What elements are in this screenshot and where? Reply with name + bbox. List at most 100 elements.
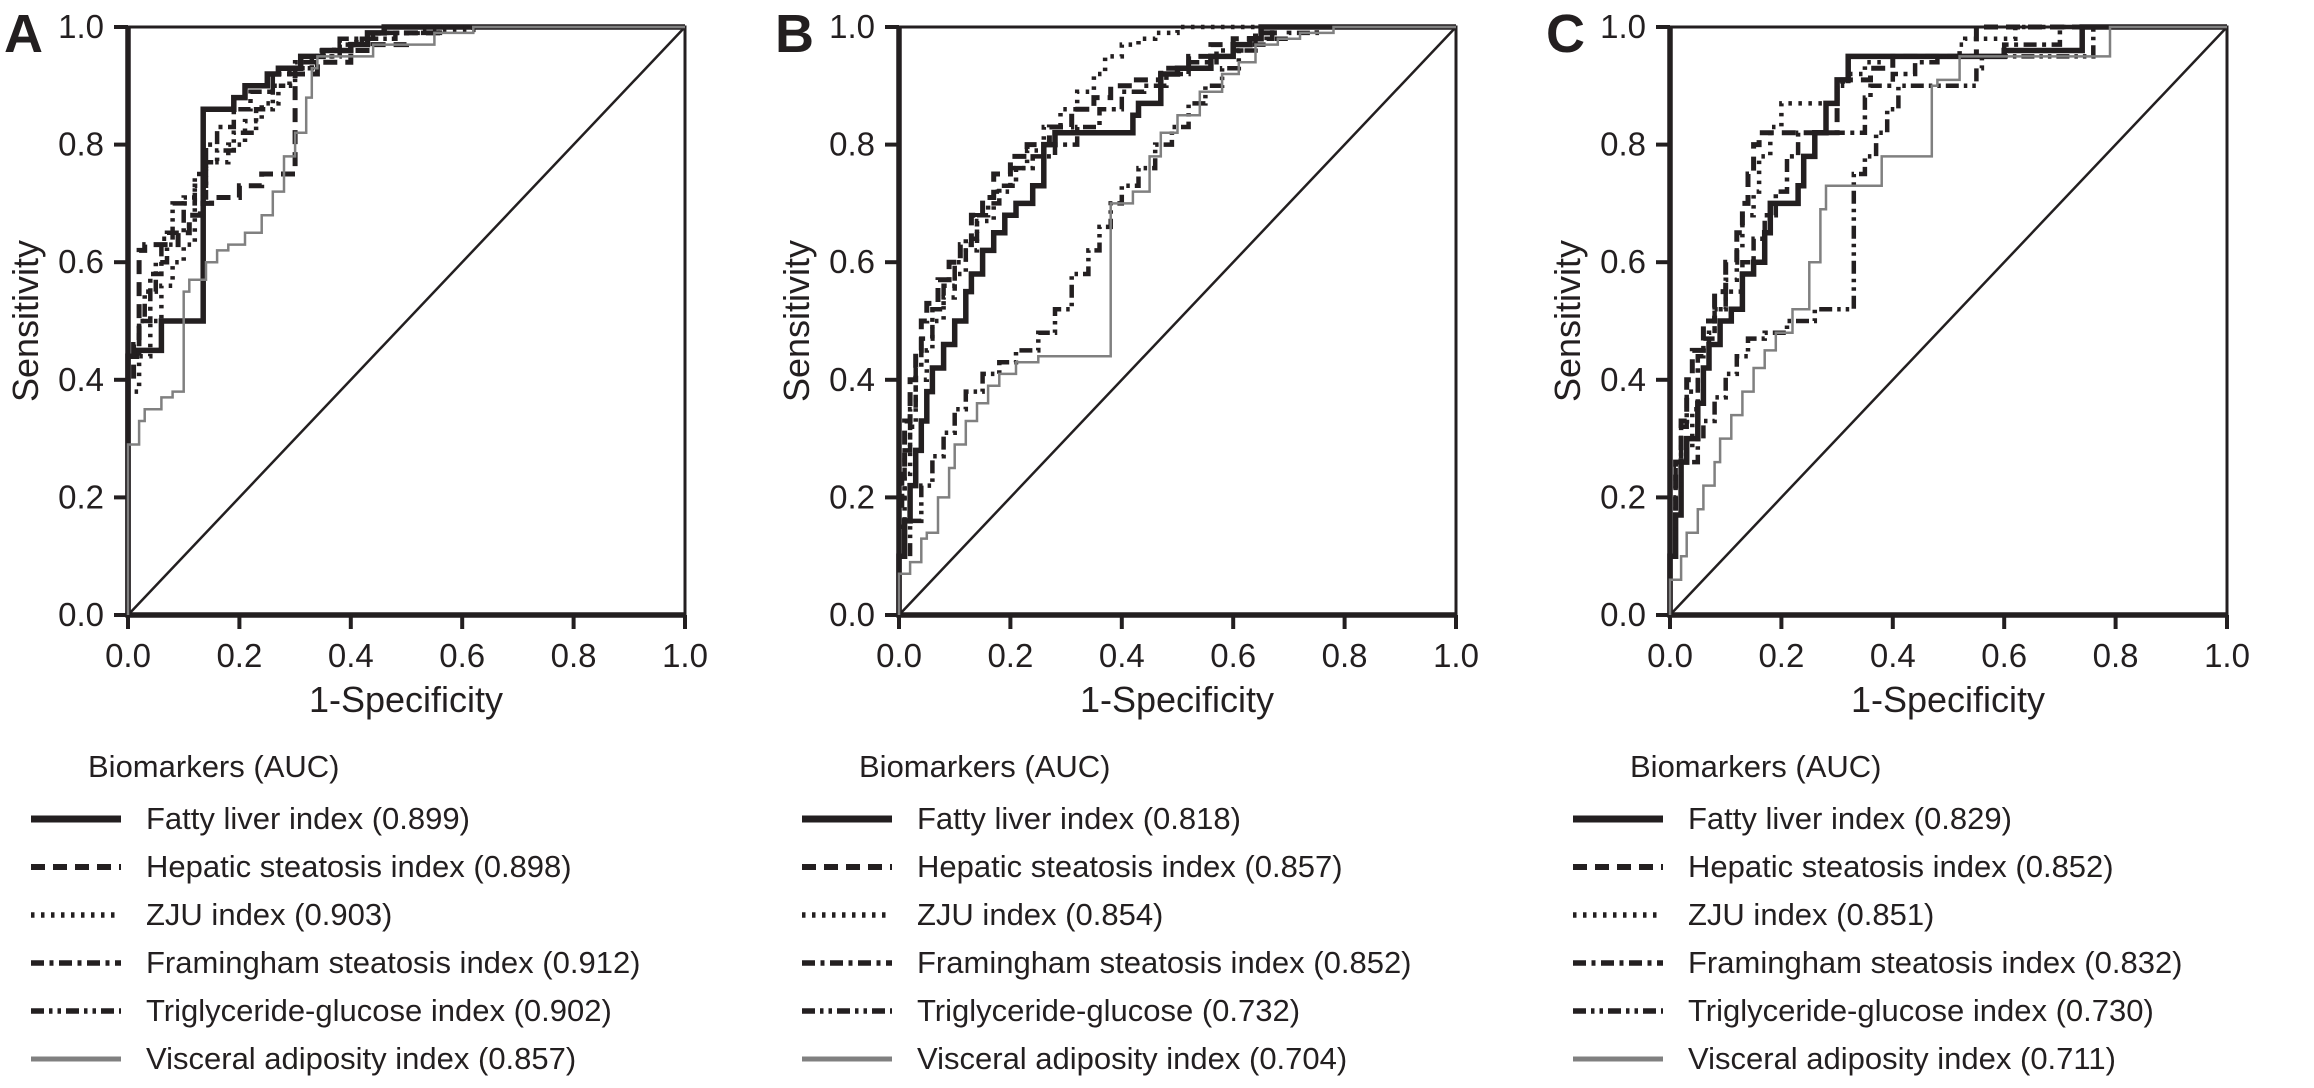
legend-label: Visceral adiposity index (0.857) <box>146 1041 577 1076</box>
x-tick-label: 0.2 <box>1758 637 1804 674</box>
x-tick-label: 0.2 <box>987 637 1033 674</box>
roc-plot-b: B Sensitivity 1-Specificity 0.0 0.2 0.4 0.6… <box>775 4 1479 720</box>
legend-line-sample-solid-thick <box>1573 815 1663 823</box>
panel-a: A Sensitivity 1-Specificity 0.0 0.2 0.4 0.6… <box>0 0 771 1083</box>
legend-label: Hepatic steatosis index (0.857) <box>917 849 1343 884</box>
panel-label-b: B <box>775 4 814 64</box>
y-tick-label: 0.8 <box>1600 126 1646 163</box>
legend-label: Framingham steatosis index (0.852) <box>917 945 1412 980</box>
y-tick-label: 0.4 <box>58 361 104 398</box>
legend-a: Biomarkers (AUC) Fatty liver index (0.89… <box>0 749 771 1083</box>
legend-item-fatty-liver-index: Fatty liver index (0.829) <box>1542 795 2313 843</box>
legend-label: Hepatic steatosis index (0.898) <box>146 849 572 884</box>
legend-item-framingham-steatosis-index: Framingham steatosis index (0.912) <box>0 939 771 987</box>
legend-item-triglyceride-glucose-index: Triglyceride-glucose index (0.730) <box>1542 987 2313 1035</box>
roc-curve-visceral-adiposity-index <box>897 25 1456 615</box>
x-tick-label: 0.8 <box>1322 637 1368 674</box>
legend-label: Triglyceride-glucose index (0.902) <box>146 993 612 1028</box>
x-tick-label: 1.0 <box>2204 637 2250 674</box>
legend-line-sample-solid-thin <box>802 1056 892 1062</box>
x-tick-label: 0.0 <box>105 637 151 674</box>
legend-items-b: Fatty liver index (0.818) Hepatic steatos… <box>771 795 1542 1083</box>
roc-plot-c: C Sensitivity 1-Specificity 0.0 0.2 0.4 0.6… <box>1546 4 2250 720</box>
legend-line-sample-dotted <box>31 912 121 918</box>
chart-layer-a: 0.0 0.2 0.4 0.6 0.8 1.0 0.0 0.2 0.4 0.6 0.8 1.0 <box>58 8 708 674</box>
legend-item-triglyceride-glucose-index: Triglyceride-glucose index (0.902) <box>0 987 771 1035</box>
legend-line-sample-dash-dot-dot <box>802 1008 892 1014</box>
legend-item-zju-index: ZJU index (0.854) <box>771 891 1542 939</box>
roc-curve-framingham-steatosis-index <box>896 24 1456 615</box>
roc-curve-visceral-adiposity-index <box>1668 25 2227 615</box>
legend-item-triglyceride-glucose: Triglyceride-glucose (0.732) <box>771 987 1542 1035</box>
legend-line-sample-dash-dot-dot <box>31 1008 121 1014</box>
roc-plot-a: A Sensitivity 1-Specificity 0.0 0.2 0.4 0.6… <box>4 4 708 720</box>
legend-title-a: Biomarkers (AUC) <box>88 749 340 784</box>
legend-line-sample-solid-thin <box>31 1056 121 1062</box>
legend-label: Visceral adiposity index (0.711) <box>1688 1041 2116 1076</box>
legend-item-hepatic-steatosis-index: Hepatic steatosis index (0.857) <box>771 843 1542 891</box>
roc-curve-framingham-steatosis-index <box>1667 24 2227 615</box>
y-tick-label: 0.6 <box>829 243 875 280</box>
legend-label: Fatty liver index (0.899) <box>146 801 470 836</box>
y-tick-label: 0.4 <box>829 361 875 398</box>
y-tick-label: 0.0 <box>58 596 104 633</box>
chart-layer-b: 0.0 0.2 0.4 0.6 0.8 1.0 0.0 0.2 0.4 0.6 0.8 1.0 <box>829 8 1479 674</box>
y-tick-label: 0.6 <box>58 243 104 280</box>
legend-line-sample-dashed <box>802 864 892 870</box>
legend-item-visceral-adiposity-index: Visceral adiposity index (0.704) <box>771 1035 1542 1083</box>
legend-line-sample-dash-dot <box>1573 960 1663 966</box>
y-tick-label: 0.8 <box>829 126 875 163</box>
legend-item-visceral-adiposity-index: Visceral adiposity index (0.857) <box>0 1035 771 1083</box>
y-axis-title-c: Sensitivity <box>1547 240 1588 402</box>
y-tick-label: 0.4 <box>1600 361 1646 398</box>
roc-curve-zju-index <box>1667 24 2227 615</box>
x-tick-label: 0.4 <box>1870 637 1916 674</box>
legend-line-sample-dotted <box>802 912 892 918</box>
x-tick-label: 0.6 <box>1981 637 2027 674</box>
legend-line-sample-solid-thick <box>802 815 892 823</box>
x-tick-label: 0.2 <box>216 637 262 674</box>
legend-c: Biomarkers (AUC) Fatty liver index (0.82… <box>1542 749 2313 1083</box>
x-tick-label: 1.0 <box>662 637 708 674</box>
panel-label-c: C <box>1546 4 1585 64</box>
y-tick-label: 0.2 <box>829 478 875 515</box>
y-tick-label: 1.0 <box>1600 8 1646 45</box>
legend-line-sample-dashed <box>31 864 121 870</box>
legend-label: Framingham steatosis index (0.832) <box>1688 945 2183 980</box>
x-tick-label: 0.8 <box>2093 637 2139 674</box>
y-tick-label: 0.2 <box>1600 478 1646 515</box>
legend-item-zju-index: ZJU index (0.903) <box>0 891 771 939</box>
y-axis-title-a: Sensitivity <box>5 240 46 402</box>
legend-label: Framingham steatosis index (0.912) <box>146 945 641 980</box>
legend-item-framingham-steatosis-index: Framingham steatosis index (0.832) <box>1542 939 2313 987</box>
x-axis-title-a: 1-Specificity <box>309 679 503 720</box>
legend-title-c: Biomarkers (AUC) <box>1630 749 1882 784</box>
legend-item-hepatic-steatosis-index: Hepatic steatosis index (0.852) <box>1542 843 2313 891</box>
legend-line-sample-dash-dot <box>802 960 892 966</box>
roc-curve-zju-index <box>125 24 685 615</box>
reference-diagonal <box>127 26 686 616</box>
y-axis-title-b: Sensitivity <box>776 240 817 402</box>
y-tick-label: 0.8 <box>58 126 104 163</box>
reference-diagonal <box>1669 26 2228 616</box>
legend-item-zju-index: ZJU index (0.851) <box>1542 891 2313 939</box>
legend-item-fatty-liver-index: Fatty liver index (0.818) <box>771 795 1542 843</box>
x-tick-label: 0.4 <box>1099 637 1145 674</box>
x-tick-label: 1.0 <box>1433 637 1479 674</box>
roc-curve-hepatic-steatosis-index <box>1667 24 2227 615</box>
legend-item-visceral-adiposity-index: Visceral adiposity index (0.711) <box>1542 1035 2313 1083</box>
roc-curve-framingham-steatosis-index <box>125 24 685 615</box>
legend-label: Triglyceride-glucose (0.732) <box>917 993 1301 1028</box>
legend-label: Fatty liver index (0.818) <box>917 801 1241 836</box>
legend-items-a: Fatty liver index (0.899) Hepatic steatos… <box>0 795 771 1083</box>
roc-curve-fatty-liver-index <box>1667 24 2227 615</box>
legend-label: Hepatic steatosis index (0.852) <box>1688 849 2114 884</box>
legend-label: ZJU index (0.851) <box>1688 897 1935 932</box>
legend-label: ZJU index (0.903) <box>146 897 393 932</box>
x-tick-label: 0.6 <box>439 637 485 674</box>
legend-line-sample-dash-dot-dot <box>1573 1008 1663 1014</box>
legend-line-sample-dashed <box>1573 864 1663 870</box>
x-axis-title-b: 1-Specificity <box>1080 679 1274 720</box>
chart-layer-c: 0.0 0.2 0.4 0.6 0.8 1.0 0.0 0.2 0.4 0.6 0.8 1.0 <box>1600 8 2250 674</box>
